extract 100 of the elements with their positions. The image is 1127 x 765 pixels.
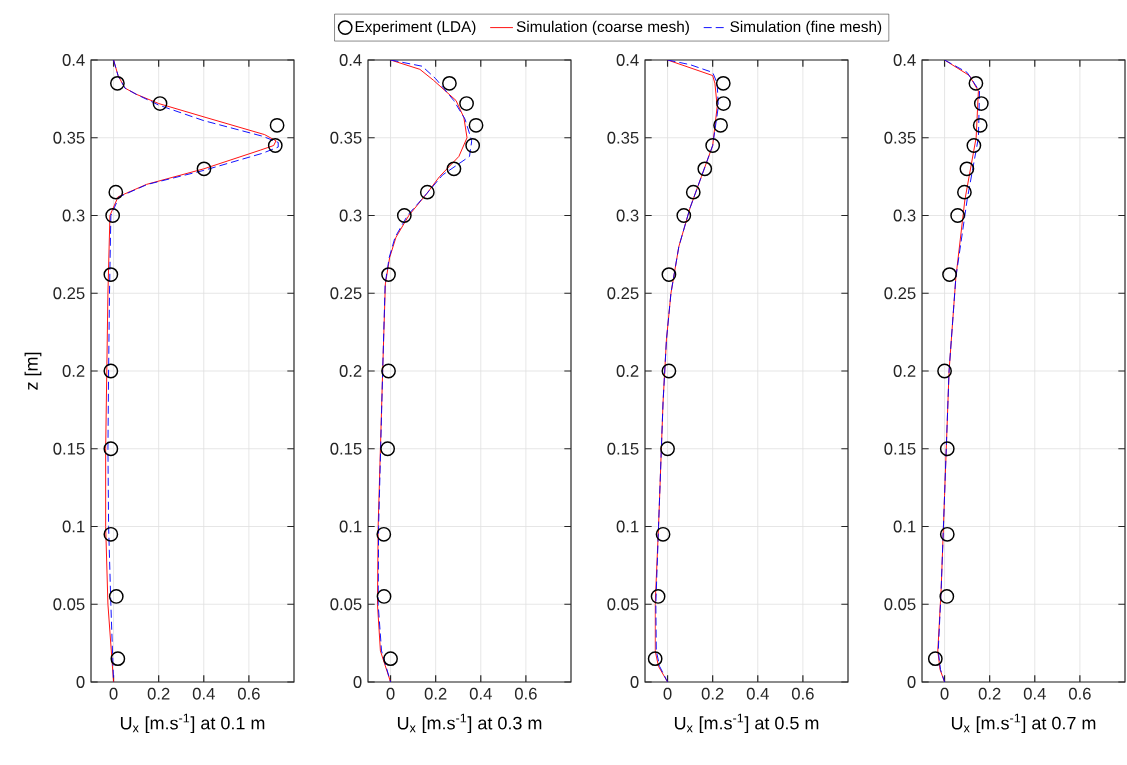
point [109,75,125,91]
point [661,267,677,282]
point [108,589,124,604]
x-tick-label: 0.6 [1068,687,1091,700]
y-tick-label: 0.25 [607,287,639,300]
y-tick-label: 0 [353,676,362,688]
point [939,441,955,457]
x-tick-label: 0.4 [746,687,769,700]
y-tick-label: 0.1 [893,520,916,533]
point [927,651,943,667]
point [937,363,952,379]
y-tick-label: 0.25 [330,287,362,300]
point [972,117,988,133]
y-tick-label: 0.05 [607,598,639,611]
y-tick-label: 0.1 [616,520,639,533]
y-tick-label: 0.3 [339,209,362,222]
point [459,96,474,111]
point [676,208,692,223]
x-tick-label: 0.4 [192,687,215,700]
legend-label: Simulation (coarse mesh) [516,20,689,36]
x-axis-title: U$_{x}$ [m.s$^{-1}$] at 0.3 m [397,713,542,734]
point [381,267,396,282]
point [103,267,119,282]
y-tick-label: 0 [907,676,916,688]
y-tick-label: 0.4 [62,54,85,66]
x-axis-title: U$_{x}$ [m.s$^{-1}$] at 0.5 m [674,713,819,734]
y-tick-label: 0.1 [62,520,85,533]
point [196,161,212,177]
point [959,161,975,177]
y-tick-label: 0.4 [893,54,916,66]
x-tick-label: 0.6 [791,687,814,700]
y-tick-label: 0.05 [53,598,85,611]
x-tick-label: 0.4 [469,687,492,700]
x-tick-label: 0.2 [147,687,170,700]
point [103,441,119,457]
point [942,267,957,282]
point [468,117,484,133]
legend-label: Simulation (fine mesh) [730,20,882,36]
y-tick-label: 0.15 [330,442,362,455]
x-axis-title: U$_{x}$ [m.s$^{-1}$] at 0.1 m [120,713,265,734]
point [103,526,119,542]
y-tick-label: 0.35 [607,131,639,144]
point [957,184,972,200]
point [376,589,392,604]
point [939,526,955,542]
y-tick-label: 0.2 [62,365,85,377]
y-tick-label: 0.1 [339,520,362,533]
point [950,208,966,223]
point [383,651,398,667]
y-tick-label: 0.2 [893,365,916,377]
point [713,117,728,133]
y-tick-label: 0.3 [62,209,85,222]
y-tick-label: 0.35 [330,131,362,144]
point [966,138,982,153]
point [973,96,989,111]
point [650,589,666,604]
y-tick-label: 0 [76,676,85,688]
y-tick-label: 0.3 [616,209,639,222]
x-tick-label: 0.6 [514,687,537,700]
point [108,184,124,200]
point [103,363,119,379]
point [660,441,675,457]
x-axis-title: U$_{x}$ [m.s$^{-1}$] at 0.7 m [951,713,1096,734]
y-tick-label: 0.35 [884,131,916,144]
point [105,208,121,223]
y-tick-label: 0.05 [330,598,362,611]
y-tick-label: 0.05 [884,598,916,611]
point [396,208,412,223]
y-tick-label: 0.4 [339,54,362,66]
point [376,526,392,542]
point [152,96,168,111]
point [697,161,713,177]
point [716,96,731,111]
point [685,184,701,200]
y-tick-label: 0.15 [53,442,85,455]
point [442,75,457,91]
point [939,589,955,604]
x-tick-label: 0 [386,687,395,700]
x-tick-label: 0.2 [978,687,1001,700]
legend-label: Experiment (LDA) [355,20,476,36]
point [446,161,462,177]
point [267,138,283,153]
point [705,138,721,153]
y-tick-label: 0.3 [893,209,916,222]
point [647,651,663,667]
y-tick-label: 0 [630,676,639,688]
x-tick-label: 0.2 [424,687,447,700]
y-tick-label: 0.15 [884,442,916,455]
point [269,117,285,133]
point [110,651,126,667]
y-tick-label: 0.4 [616,54,639,66]
point [380,441,396,457]
y-axis-title: z [m] [24,352,42,390]
y-tick-label: 0.35 [53,131,85,144]
point [419,184,435,200]
point [661,363,677,379]
x-tick-label: 0.6 [237,687,260,700]
x-tick-label: 0 [109,687,118,700]
point [465,138,481,153]
y-tick-label: 0.25 [884,287,916,300]
